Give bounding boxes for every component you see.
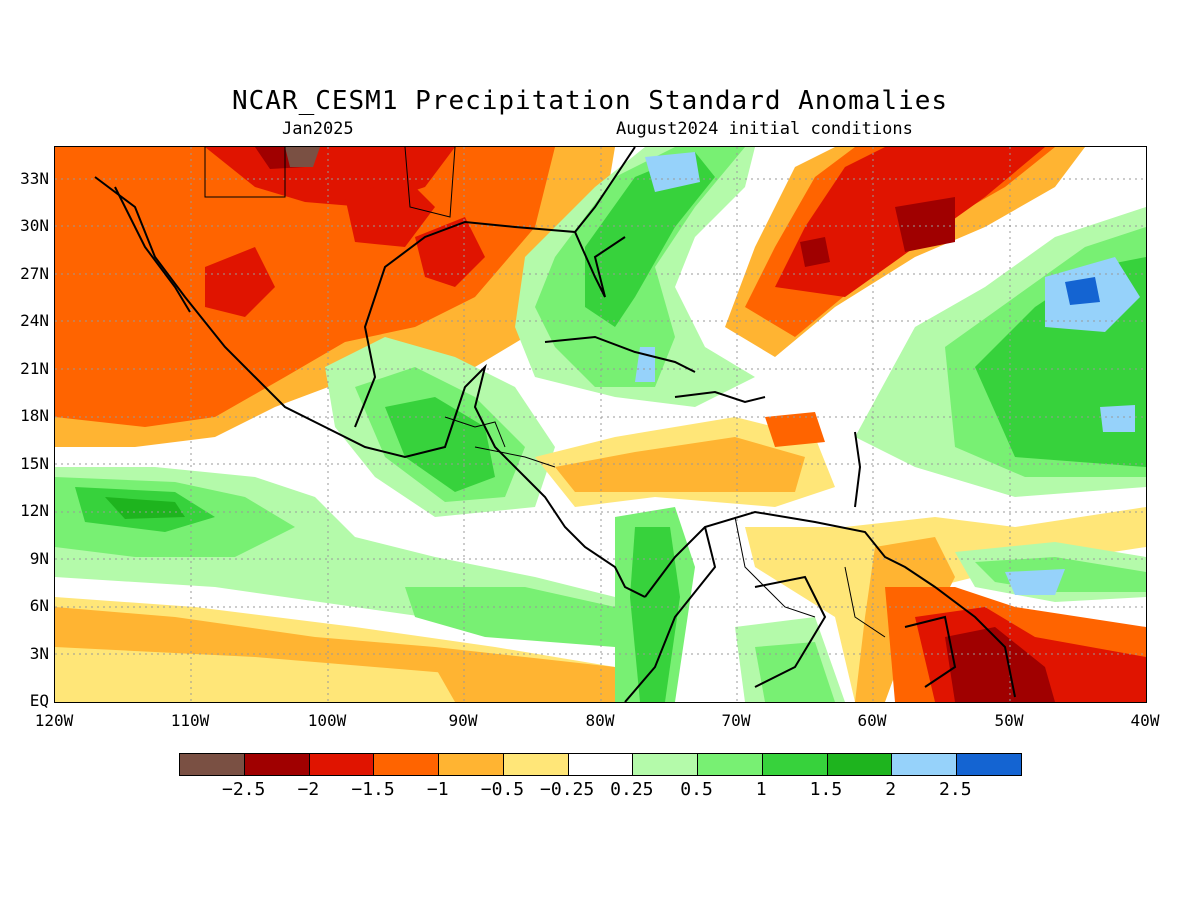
colorbar-label: 2 xyxy=(885,779,897,800)
initial-conditions: August2024 initial conditions xyxy=(616,119,913,139)
lat-label: 27N xyxy=(20,264,49,283)
colorbar xyxy=(179,753,1022,776)
anomaly-region xyxy=(895,197,955,252)
lat-label: 15N xyxy=(20,454,49,473)
lon-label: 60W xyxy=(857,711,887,730)
anomaly-region xyxy=(345,177,435,247)
colorbar-label: −2.5 xyxy=(222,779,266,800)
graticule xyxy=(55,147,1146,702)
colorbar-label: −1.5 xyxy=(351,779,395,800)
colorbar-label: −0.25 xyxy=(540,779,595,800)
colorbar-swatch xyxy=(633,754,699,775)
colorbar-swatch xyxy=(309,754,375,775)
anomaly-region xyxy=(765,412,825,447)
borders xyxy=(204,147,886,638)
colorbar-label: −2 xyxy=(297,779,320,800)
lat-label: 21N xyxy=(20,359,49,378)
lat-label: 6N xyxy=(29,596,49,615)
colorbar-swatch xyxy=(957,754,1021,775)
lon-label: 90W xyxy=(448,711,478,730)
anomaly-region xyxy=(285,147,320,167)
anomaly-region xyxy=(1100,405,1135,432)
colorbar-label: 2.5 xyxy=(939,779,972,800)
colorbar-swatch xyxy=(180,754,245,775)
lat-label: 18N xyxy=(20,406,49,425)
lon-label: 120W xyxy=(34,711,74,730)
colorbar-swatch xyxy=(698,754,763,775)
lat-label: EQ xyxy=(29,691,49,710)
anomaly-region xyxy=(945,627,1055,702)
anomaly-region xyxy=(105,497,185,519)
colorbar-swatch xyxy=(244,754,310,775)
colorbar-swatch xyxy=(568,754,634,775)
colorbar-swatch xyxy=(827,754,893,775)
lat-label: 3N xyxy=(29,644,49,663)
anomaly-region xyxy=(1005,569,1065,595)
colorbar-swatch xyxy=(439,754,504,775)
anomaly-region xyxy=(645,152,700,192)
anomaly-region xyxy=(630,527,680,702)
lon-label: 70W xyxy=(721,711,751,730)
anomaly-region xyxy=(755,642,835,702)
colorbar-swatch xyxy=(374,754,440,775)
lat-label: 9N xyxy=(29,549,49,568)
colorbar-label: −1 xyxy=(426,779,449,800)
coastlines xyxy=(94,147,1016,702)
anomaly-field xyxy=(55,147,1146,702)
anomaly-region xyxy=(585,152,715,327)
anomaly-region xyxy=(800,237,830,267)
lon-label: 50W xyxy=(994,711,1024,730)
anomaly-region xyxy=(385,397,495,492)
anomaly-region xyxy=(1065,277,1100,305)
map-title: NCAR_CESM1 Precipitation Standard Anomal… xyxy=(231,86,949,116)
lon-label: 110W xyxy=(170,711,210,730)
anomaly-region xyxy=(435,667,615,702)
lat-label: 12N xyxy=(20,501,49,520)
anomaly-map xyxy=(54,146,1147,703)
colorbar-swatch xyxy=(892,754,958,775)
colorbar-label: 1.5 xyxy=(809,779,843,800)
anomaly-region xyxy=(405,587,615,647)
anomaly-region xyxy=(55,147,555,427)
colorbar-swatch xyxy=(762,754,828,775)
forecast-month: Jan2025 xyxy=(282,119,354,139)
lon-label: 100W xyxy=(307,711,347,730)
colorbar-label: 0.5 xyxy=(680,779,713,800)
colorbar-swatch xyxy=(503,754,569,775)
lat-label: 33N xyxy=(20,169,49,188)
colorbar-label: −0.5 xyxy=(480,779,525,800)
anomaly-region xyxy=(55,607,615,687)
lon-label: 40W xyxy=(1130,711,1160,730)
lat-label: 24N xyxy=(20,311,49,330)
anomaly-region xyxy=(205,247,275,317)
lon-label: 80W xyxy=(585,711,615,730)
colorbar-label: 0.25 xyxy=(610,779,654,800)
lat-label: 30N xyxy=(20,216,49,235)
colorbar-label: 1 xyxy=(755,779,767,800)
